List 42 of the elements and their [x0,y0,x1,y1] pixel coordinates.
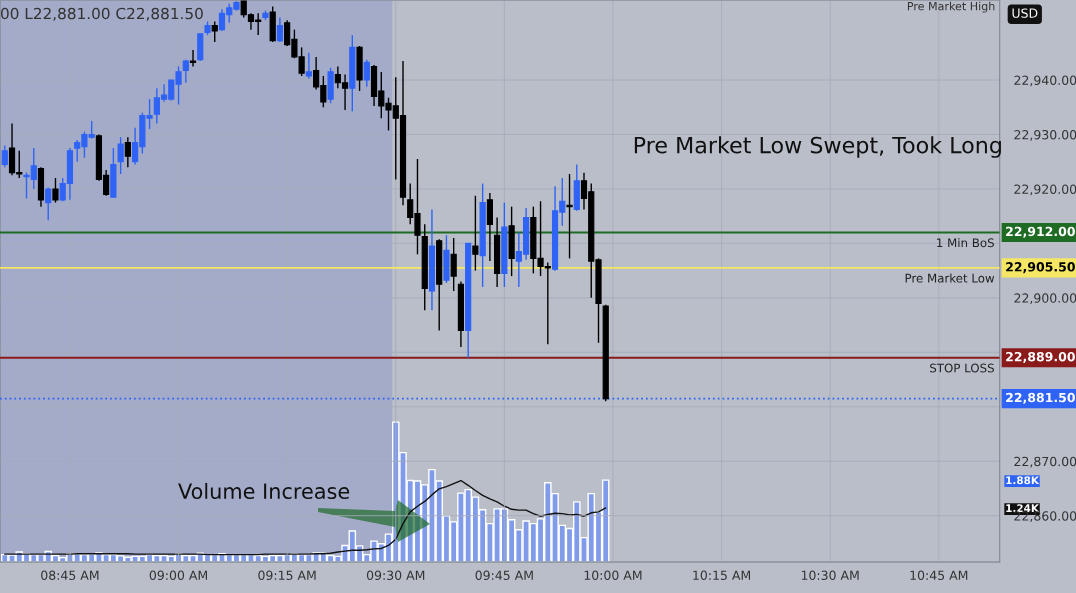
text: USD [1012,8,1038,18]
ref-line-label: STOP LOSS [930,363,994,373]
annotation: Pre Market High [907,1,995,13]
y-tick-label: 22,920.00 [1014,184,1076,196]
text: 22,889.00 [1006,351,1075,363]
candlestick [305,52,312,80]
text: 22,905.50 [1006,262,1075,274]
text: 22,912.00 [1006,226,1075,238]
candlestick [211,20,218,43]
annotation: Volume Increase [178,482,350,500]
x-tick-label: 10:00 AM [584,570,642,580]
x-tick-label: 09:30 AM [366,570,425,580]
candlestick [276,16,283,43]
y-tick-label: 22,900.00 [1014,293,1076,305]
candlestick [52,177,59,204]
x-tick-label: 10:30 AM [801,570,859,580]
line-series [4,479,607,556]
candlestick [472,195,479,272]
y-tick-label: 22,870.00 [1014,456,1076,468]
y2-tick-label: 1.88K [1006,476,1040,485]
ref-line-label: 1 Min BoS [937,238,994,248]
ref-line-label: Pre Market Low [905,273,995,283]
x-tick-label: 10:15 AM [693,570,751,580]
annotation: Pre Market Low Swept, Took Long [634,136,1001,158]
candlestick [1,144,8,168]
y2-tick-label: 1.24K [1006,504,1040,512]
x-tick-label: 09:00 AM [149,570,207,580]
candlestick [450,237,457,292]
candlestick [117,136,124,175]
candlestick [566,173,573,260]
candlestick [189,49,197,68]
x-tick-label: 09:15 AM [258,570,316,580]
y-tick-label: 22,930.00 [1014,129,1076,141]
text: 22,881.50 [1006,392,1075,404]
x-tick-label: 09:45 AM [475,570,533,580]
candlestick [363,58,370,88]
x-tick-label: 08:45 AM [41,570,99,580]
y-tick-label: 22,940.00 [1014,75,1076,87]
candlestick [45,186,52,221]
x-tick-label: 10:45 AM [910,570,968,580]
annotation: 00 L22,881.00 C22,881.50 [1,7,203,21]
candlestick [124,136,131,168]
